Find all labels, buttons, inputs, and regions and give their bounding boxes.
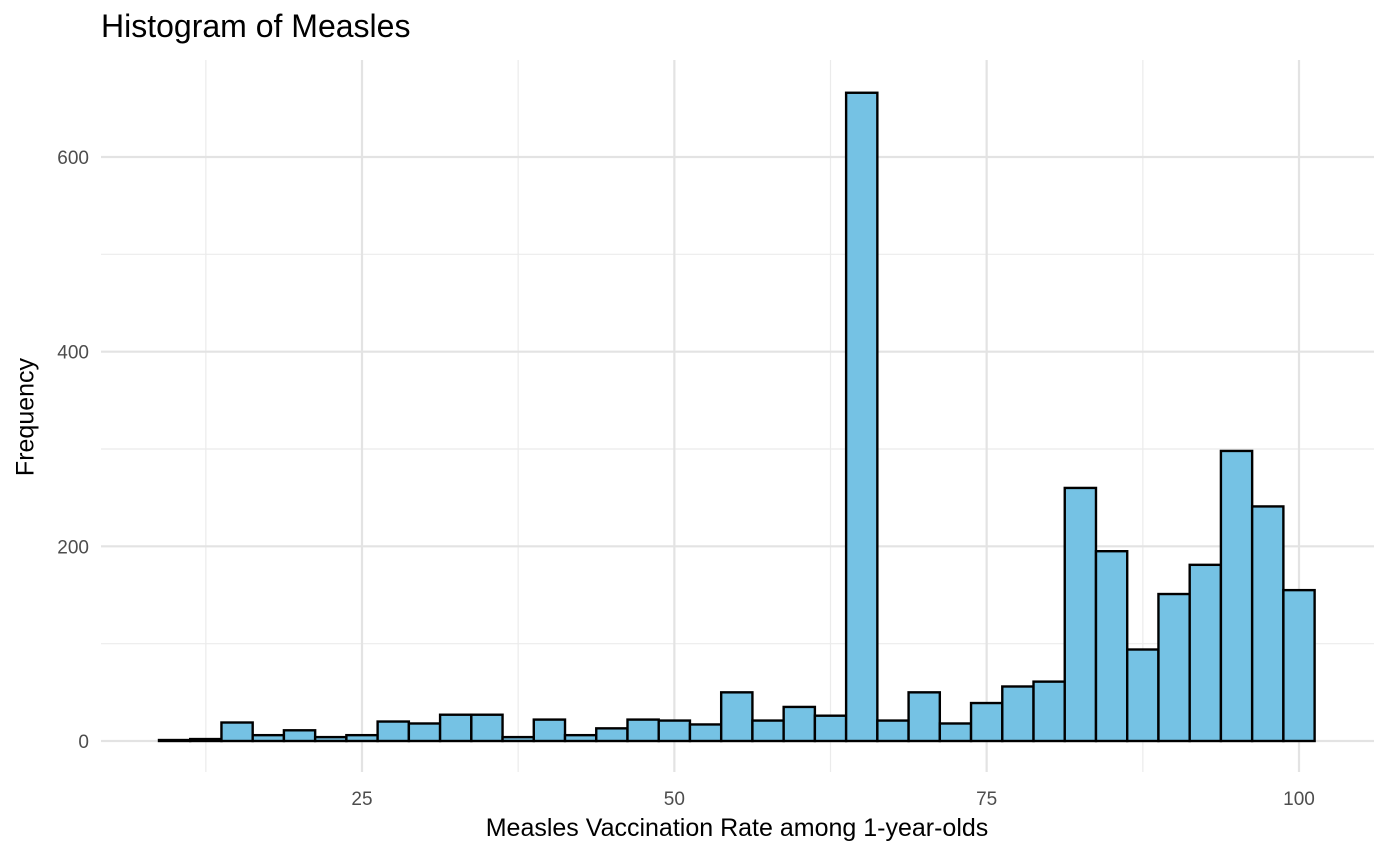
histogram-bar (1282, 588, 1316, 743)
x-tick-label: 75 (976, 789, 997, 810)
histogram-bar (438, 713, 473, 743)
x-axis-label: Measles Vaccination Rate among 1-year-ol… (485, 814, 989, 842)
histogram-bar (532, 718, 567, 743)
histogram-bar (1094, 550, 1129, 743)
histogram-bar (1188, 563, 1223, 743)
histogram-bar (470, 713, 504, 743)
histogram-bar (782, 705, 817, 743)
histogram-bar (969, 701, 1004, 743)
histogram-bar (595, 727, 629, 743)
histogram-bar (657, 719, 692, 743)
y-tick-label: 200 (57, 537, 89, 558)
x-tick-label: 25 (351, 789, 372, 810)
tick-labels: 25 50 75 100 0 200 400 600 (57, 148, 1315, 810)
y-tick-label: 600 (57, 148, 89, 169)
histogram-bar (189, 737, 223, 743)
histogram-bar (907, 691, 942, 743)
histogram-bar (876, 719, 910, 743)
chart-title: Histogram of Measles (101, 8, 411, 44)
y-tick-label: 400 (57, 343, 89, 364)
histogram-bar (1063, 486, 1098, 743)
histogram-bar (313, 735, 348, 743)
histogram-bar (1250, 505, 1285, 743)
histogram-bar (345, 733, 379, 743)
histogram-bar (157, 738, 192, 743)
x-tick-label: 50 (664, 789, 685, 810)
histogram-bar (282, 729, 317, 743)
histogram-bar (376, 720, 411, 743)
x-tick-label: 100 (1283, 789, 1315, 810)
histogram-bar (813, 714, 848, 743)
histogram-bar (1126, 648, 1160, 743)
histogram-bar (1032, 680, 1066, 743)
histogram-bar (626, 718, 660, 743)
histogram-bar (407, 722, 442, 743)
histogram-bar (501, 735, 535, 743)
histogram-bar (1001, 685, 1035, 743)
histogram-bar (844, 91, 879, 743)
histogram-bar (1219, 449, 1254, 743)
histogram-bars (157, 91, 1316, 743)
histogram-bar (220, 721, 254, 743)
histogram-bar (938, 722, 973, 743)
histogram-bar (688, 723, 723, 743)
histogram-bar (719, 691, 754, 743)
histogram-bar (563, 733, 598, 743)
histogram-bar (1157, 592, 1191, 743)
histogram-bar (251, 733, 286, 743)
histogram-bar (751, 719, 785, 743)
y-tick-label: 0 (78, 732, 89, 753)
